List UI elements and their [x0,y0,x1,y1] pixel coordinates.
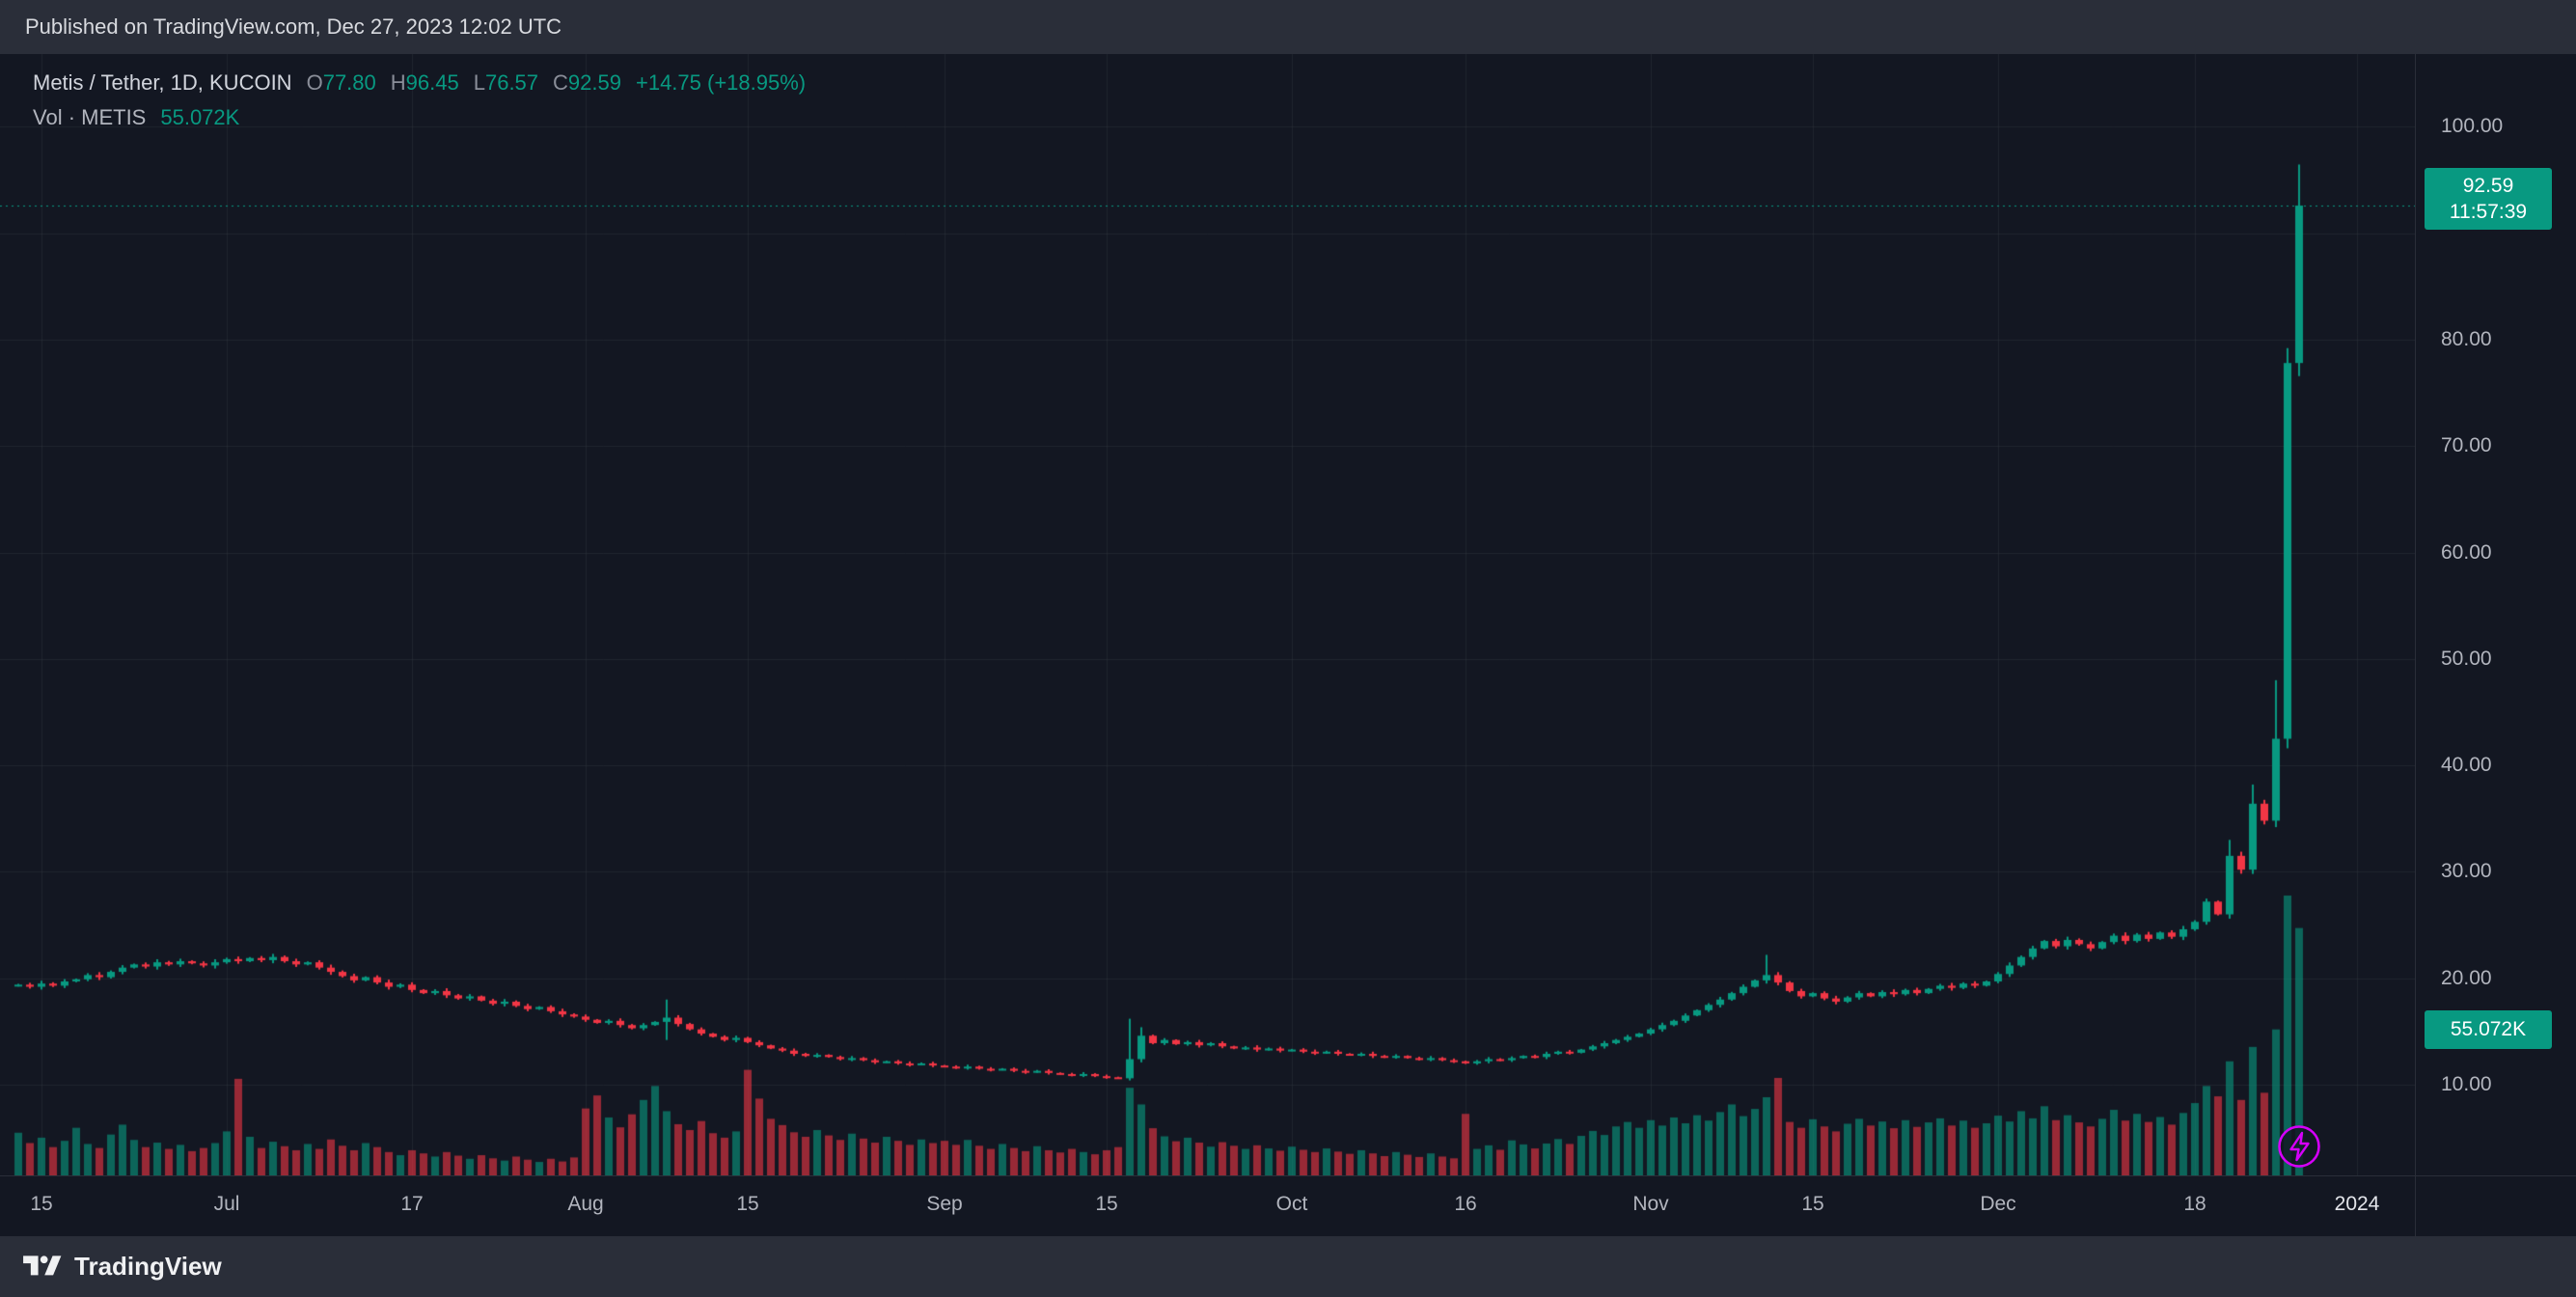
time-tick-label: 18 [2183,1193,2206,1215]
tradingview-logo-link[interactable]: TradingView [23,1252,222,1282]
symbol-legend-row: Metis / Tether, 1D, KUCOIN O 77.80 H 96.45… [33,68,806,98]
time-scale[interactable]: 15 Jul 17 Aug 15 Sep 15 Oct 16 Nov 15 Dec 18 2024 [0,1175,2576,1236]
time-tick-label: 2024 [2334,1193,2380,1215]
chart-legend: Metis / Tether, 1D, KUCOIN O 77.80 H 96.45… [33,68,806,133]
time-tick-label: 16 [1454,1193,1477,1215]
published-text: Published on TradingView.com, Dec 27, 20… [25,14,562,39]
price-tick-label: 20.00 [2441,966,2492,989]
volume-value: 55.072K [160,105,240,129]
symbol-title: Metis / Tether, 1D, KUCOIN [33,70,292,95]
time-tick-label: 15 [736,1193,759,1215]
time-tick-label: Sep [926,1193,963,1215]
price-tick-label: 100.00 [2441,115,2504,138]
last-price-value: 92.59 [2462,175,2514,198]
tradingview-logo-icon [23,1256,62,1276]
time-tick-label: Dec [1980,1193,2016,1215]
last-price-badge: 92.59 11:57:39 [2425,168,2552,231]
volume-label: Vol · METIS [33,105,147,129]
price-tick-label: 70.00 [2441,434,2492,457]
brand-text: TradingView [74,1252,222,1281]
time-tick-label: 17 [400,1193,424,1215]
candlestick-chart-canvas[interactable] [0,54,2415,1175]
ohlc-high: H 96.45 [390,70,459,95]
volume-legend-row: Vol · METIS 55.072K [33,102,806,133]
price-change: +14.75 (+18.95%) [635,70,807,95]
lightning-icon [2278,1125,2320,1168]
ohlc-close: C 92.59 [553,70,621,95]
time-tick-label: 15 [30,1193,53,1215]
time-tick-label: 15 [1801,1193,1824,1215]
time-tick-label: 15 [1095,1193,1118,1215]
price-tick-label: 80.00 [2441,327,2492,350]
lightning-button[interactable] [2272,1119,2326,1173]
time-tick-label: Aug [567,1193,604,1215]
ohlc-low: L 76.57 [473,70,539,95]
volume-badge-value: 55.072K [2450,1018,2527,1040]
footer-bar: TradingView [0,1236,2576,1297]
bar-countdown-timer: 11:57:39 [2449,201,2528,224]
price-tick-label: 30.00 [2441,860,2492,883]
price-scale[interactable]: 92.59 11:57:39 55.072K 100.00 80.00 70.00 6… [2415,54,2576,1236]
published-bar: Published on TradingView.com, Dec 27, 20… [0,0,2576,54]
price-tick-label: 40.00 [2441,754,2492,777]
price-tick-label: 10.00 [2441,1073,2492,1095]
time-tick-label: Oct [1275,1193,1308,1215]
volume-badge: 55.072K [2425,1010,2552,1049]
time-tick-label: Jul [213,1193,240,1215]
time-tick-label: Nov [1632,1193,1669,1215]
ohlc-open: O 77.80 [306,70,376,95]
price-tick-label: 50.00 [2441,647,2492,670]
price-tick-label: 60.00 [2441,540,2492,564]
